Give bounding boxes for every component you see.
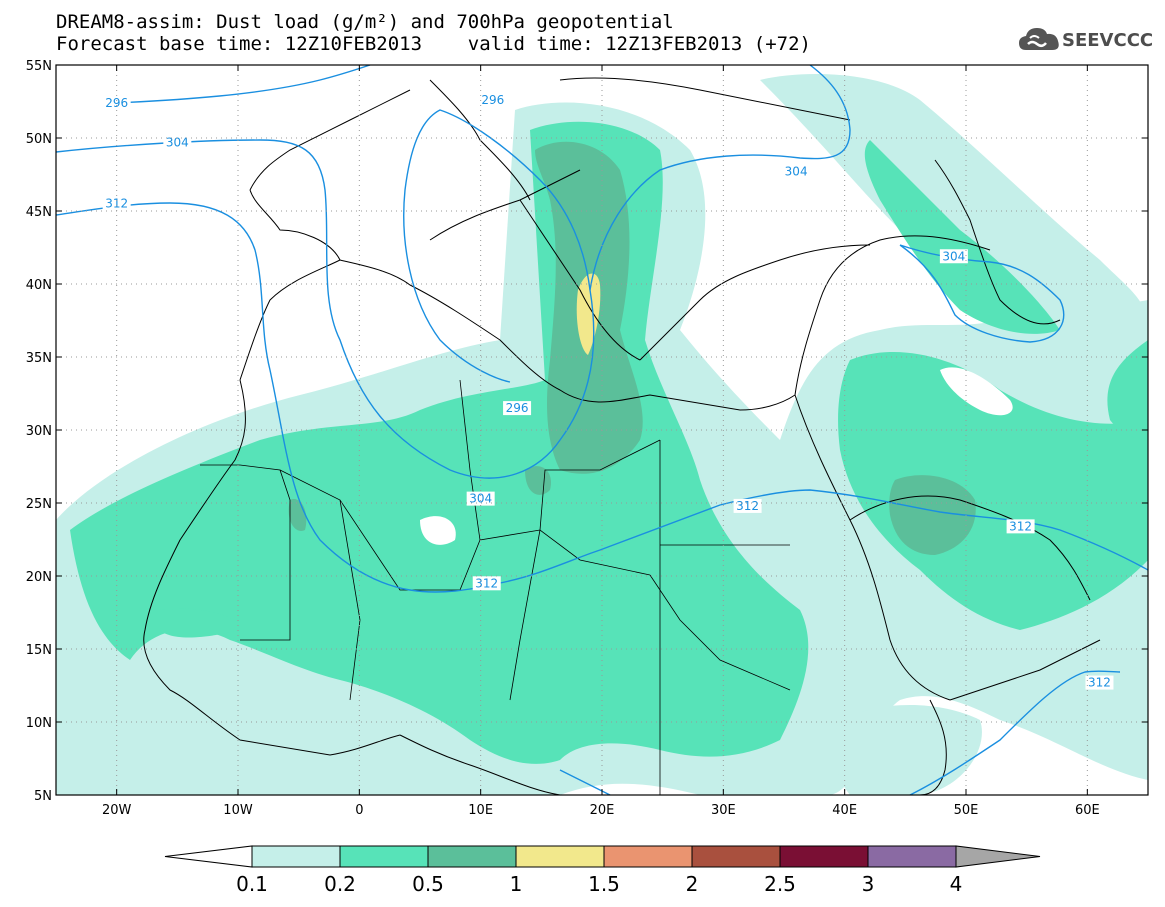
forecast-time-subtitle: Forecast base time: 12Z10FEB2013 valid t…: [56, 33, 811, 55]
lon-label: 10E: [468, 803, 493, 818]
lat-label: 40N: [26, 278, 52, 293]
colorbar-label: 0.2: [324, 872, 356, 896]
colorbar-segment: [603, 845, 693, 868]
contour-label-bg: [163, 135, 192, 150]
colorbar-label: 4: [950, 872, 963, 896]
colorbar-segment: [339, 845, 429, 868]
lat-label: 25N: [26, 497, 52, 512]
contour-label-bg: [1006, 519, 1035, 534]
contour-label-bg: [466, 491, 495, 506]
contour-labels: 296 296 296 304 304 304 304 312 312 312 312 312: [102, 93, 1114, 690]
lon-label: 50E: [954, 803, 979, 818]
lat-label: 45N: [26, 205, 52, 220]
country-borders: [200, 379, 791, 795]
contour-label-bg: [1085, 675, 1114, 690]
contour-label-bg: [733, 498, 762, 513]
colorbar-label: 2: [686, 872, 699, 896]
contour-label-bg: [472, 576, 501, 591]
lat-label: 50N: [26, 132, 52, 147]
lon-label: 20E: [590, 803, 615, 818]
seevccc-logo: SEEVCCC: [1018, 24, 1158, 58]
map-title: DREAM8-assim: Dust load (g/m²) and 700hP…: [56, 11, 674, 33]
colorbar-segment: [867, 845, 957, 868]
contour-label: 304: [166, 135, 189, 149]
lon-label: 30E: [711, 803, 736, 818]
contour-label: 312: [1009, 519, 1032, 533]
colorbar-low-arrow: [164, 845, 253, 868]
graticule: [56, 65, 1148, 795]
contour-label-bg: [102, 95, 131, 110]
cloud-icon: [1019, 28, 1059, 50]
lat-label: 35N: [26, 351, 52, 366]
contour-label-bg: [102, 196, 131, 211]
contour-label-bg: [782, 164, 811, 179]
lat-label: 30N: [26, 424, 52, 439]
colorbar-segment: [779, 845, 869, 868]
colorbar-label: 0.5: [412, 872, 444, 896]
contour-label: 296: [506, 401, 529, 415]
colorbar-segment: [515, 845, 605, 868]
logo-text: SEEVCCC: [1062, 30, 1154, 51]
lat-label: 10N: [26, 716, 52, 731]
contour-label: 296: [105, 96, 128, 110]
contour-label-bg: [503, 401, 532, 416]
contour-label: 304: [469, 492, 492, 506]
contour-label: 312: [105, 197, 128, 211]
lon-label: 10W: [223, 803, 253, 818]
colorbar-label: 3: [862, 872, 875, 896]
colorbar: 0.1 0.2 0.5 1 1.5 2 2.5 3 4: [164, 845, 1041, 896]
lat-label: 55N: [26, 59, 52, 74]
dust-fields: [56, 74, 1148, 795]
contour-label-bg: [478, 93, 507, 108]
lon-label: 40E: [832, 803, 857, 818]
lon-label: 20W: [102, 803, 132, 818]
colorbar-segment: [691, 845, 781, 868]
lon-label: 60E: [1075, 803, 1100, 818]
colorbar-label: 2.5: [764, 872, 796, 896]
colorbar-segment: [251, 845, 341, 868]
contour-label: 304: [785, 165, 808, 179]
lat-label: 15N: [26, 643, 52, 658]
axis-ticks: [56, 64, 1148, 796]
lat-label: 5N: [34, 789, 52, 804]
contour-label: 312: [475, 576, 498, 590]
coastlines: [143, 77, 1101, 795]
contour-label: 304: [942, 249, 965, 263]
lon-label: 0: [355, 803, 363, 818]
contour-label: 312: [1088, 676, 1111, 690]
colorbar-label: 1: [510, 872, 523, 896]
lat-label: 20N: [26, 570, 52, 585]
longitude-labels: 20W 10W 0 10E 20E 30E 40E 50E 60E: [102, 803, 1100, 818]
contour-label: 312: [736, 499, 759, 513]
colorbar-segment: [427, 845, 517, 868]
contour-label-bg: [939, 249, 968, 264]
colorbar-label: 0.1: [236, 872, 268, 896]
latitude-labels: 55N 50N 45N 40N 35N 30N 25N 20N 15N 10N 5N: [26, 59, 52, 804]
colorbar-label: 1.5: [588, 872, 620, 896]
contour-label: 296: [481, 93, 504, 107]
colorbar-high-arrow: [955, 845, 1041, 868]
